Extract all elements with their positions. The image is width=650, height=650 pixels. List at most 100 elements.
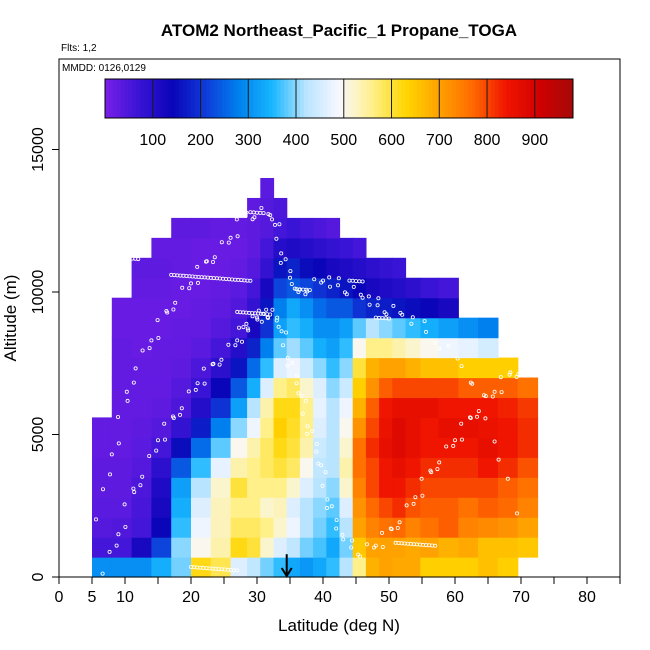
y-axis: 0 5000 10000 15000 bbox=[30, 127, 59, 581]
heat-cell bbox=[260, 417, 275, 438]
sample-marker bbox=[413, 495, 418, 500]
colorbar-tick-label: 600 bbox=[378, 132, 405, 149]
heat-cell bbox=[497, 377, 519, 399]
heat-cell bbox=[260, 557, 275, 578]
colorbar-segment bbox=[175, 79, 180, 118]
y-tick-label: 0 bbox=[30, 572, 47, 581]
heat-cell bbox=[420, 397, 440, 418]
heat-cell bbox=[230, 477, 248, 498]
heat-cell bbox=[438, 337, 459, 359]
heat-cell bbox=[92, 437, 113, 458]
sample-marker bbox=[155, 438, 160, 443]
sample-marker bbox=[138, 483, 143, 488]
colorbar-segment bbox=[444, 79, 449, 118]
heat-cell bbox=[392, 477, 407, 498]
colorbar-segment bbox=[420, 79, 426, 118]
sample-marker bbox=[437, 346, 442, 351]
heat-cell bbox=[405, 357, 421, 379]
heat-cell bbox=[497, 417, 519, 438]
heat-cell bbox=[478, 357, 499, 379]
colorbar-segment bbox=[495, 79, 500, 118]
colorbar-segment bbox=[475, 79, 480, 118]
sample-marker bbox=[170, 414, 175, 419]
heat-cell bbox=[392, 417, 407, 438]
heat-cell bbox=[379, 397, 393, 418]
sample-marker bbox=[154, 448, 159, 453]
heat-cell bbox=[247, 477, 261, 498]
heat-cell bbox=[379, 517, 393, 538]
heat-cell bbox=[286, 357, 301, 379]
colorbar-segment bbox=[155, 79, 161, 118]
sample-marker bbox=[186, 389, 191, 394]
heat-cell bbox=[438, 417, 459, 438]
heat-cell bbox=[260, 257, 275, 279]
colorbar-segment bbox=[323, 79, 328, 118]
heat-cell bbox=[273, 257, 288, 279]
colorbar-segment bbox=[222, 79, 227, 118]
heat-cell bbox=[273, 437, 288, 458]
sample-marker bbox=[508, 370, 513, 375]
heat-cell bbox=[458, 557, 479, 578]
heat-cell bbox=[230, 277, 248, 299]
heat-cell bbox=[379, 437, 393, 458]
heat-cell bbox=[131, 457, 152, 478]
heat-cell bbox=[210, 417, 232, 438]
sample-marker bbox=[279, 251, 284, 256]
heat-cell bbox=[210, 557, 232, 578]
colorbar-segment bbox=[120, 79, 125, 118]
heat-cell bbox=[313, 357, 327, 379]
sample-marker bbox=[444, 444, 449, 449]
colorbar-segment bbox=[261, 79, 266, 118]
colorbar-tick-label: 200 bbox=[187, 132, 214, 149]
heat-cell bbox=[517, 457, 539, 478]
colorbar-segment bbox=[307, 79, 313, 118]
colorbar-segment bbox=[518, 79, 523, 118]
colorbar-segment bbox=[214, 79, 219, 118]
heat-cell bbox=[379, 497, 393, 518]
colorbar-segment bbox=[171, 79, 176, 118]
sample-marker bbox=[305, 424, 310, 429]
heat-cell bbox=[438, 497, 459, 518]
colorbar-segment bbox=[456, 79, 461, 118]
colorbar-segment bbox=[401, 79, 406, 118]
sample-marker bbox=[255, 317, 260, 322]
sample-marker bbox=[125, 398, 130, 403]
heat-cell bbox=[392, 537, 407, 558]
sample-marker bbox=[380, 545, 385, 550]
x-axis: 0 5 10 20 30 40 50 60 70 80 bbox=[55, 577, 621, 606]
colorbar-tick-label: 900 bbox=[521, 132, 548, 149]
sample-marker bbox=[268, 213, 273, 218]
heat-cell bbox=[151, 257, 172, 279]
sample-marker bbox=[269, 217, 274, 222]
heat-cell bbox=[286, 397, 301, 418]
heat-cell bbox=[260, 357, 275, 379]
sample-marker bbox=[259, 319, 264, 324]
y-tick-label: 10000 bbox=[30, 270, 47, 315]
sample-marker bbox=[455, 356, 460, 361]
heat-cell bbox=[478, 497, 499, 518]
heat-cell bbox=[210, 497, 232, 518]
colorbar-segment bbox=[537, 79, 543, 118]
heat-cell bbox=[352, 357, 367, 379]
sample-marker bbox=[379, 530, 384, 535]
heat-cell bbox=[458, 477, 479, 498]
colorbar-segment bbox=[179, 79, 184, 118]
heat-cell bbox=[405, 377, 421, 399]
heat-cell bbox=[438, 537, 459, 558]
arrow-head bbox=[280, 567, 293, 578]
heat-cell bbox=[92, 417, 113, 438]
sample-marker bbox=[177, 412, 182, 417]
heat-cell bbox=[171, 477, 192, 498]
heat-cell bbox=[438, 317, 459, 339]
heat-cell bbox=[365, 557, 380, 578]
sample-marker bbox=[245, 326, 250, 331]
sample-marker bbox=[433, 340, 438, 345]
sample-marker bbox=[324, 505, 329, 510]
heat-cell bbox=[497, 397, 519, 418]
sample-marker bbox=[116, 414, 121, 419]
heat-cell bbox=[171, 357, 192, 379]
heat-cell bbox=[392, 557, 407, 578]
heat-cell bbox=[392, 457, 407, 478]
heat-cell bbox=[379, 317, 393, 339]
heat-cell bbox=[478, 417, 499, 438]
